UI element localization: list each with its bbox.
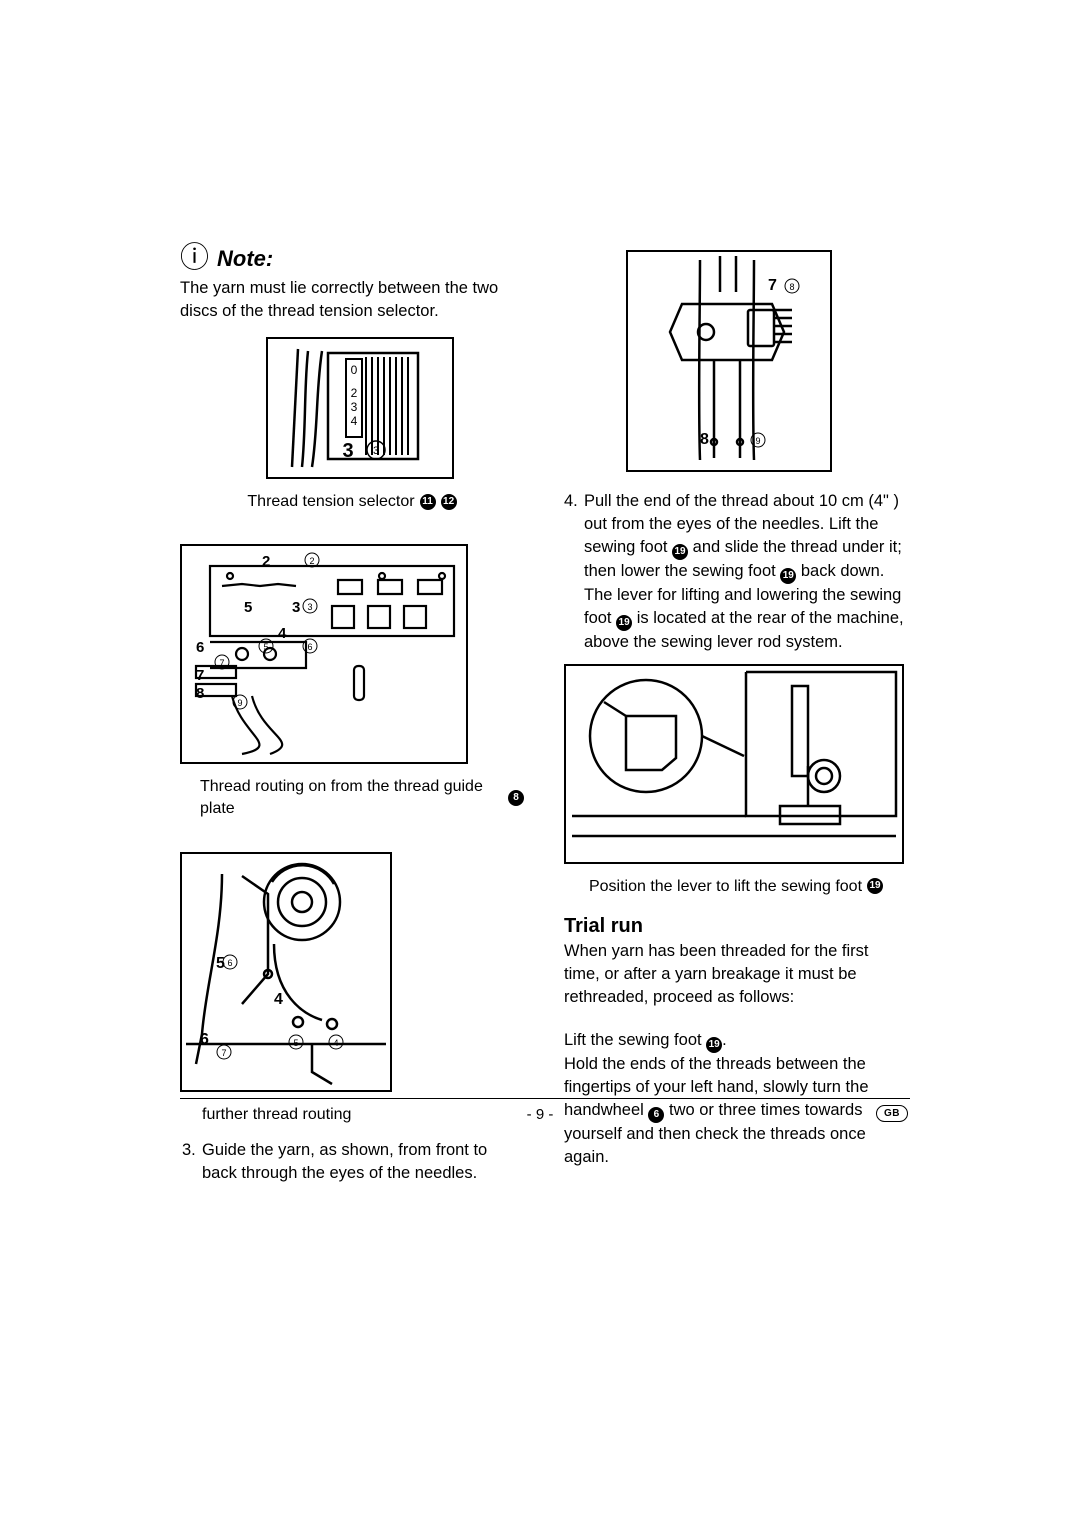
trial-run-para1: Lift the sewing foot 19. [564, 1029, 908, 1053]
step-3: 3. Guide the yarn, as shown, from front … [180, 1139, 524, 1185]
svg-text:7: 7 [221, 1048, 226, 1058]
svg-text:7: 7 [768, 277, 777, 294]
svg-text:8: 8 [789, 282, 794, 292]
note-header: ⓘ Note: [180, 244, 524, 273]
page-number: - 9 - [0, 1106, 1080, 1123]
step-3-number: 3. [182, 1139, 202, 1185]
svg-text:6: 6 [227, 958, 232, 968]
svg-text:9: 9 [755, 436, 760, 446]
svg-text:5: 5 [263, 642, 268, 652]
figure-needle-threading: 7 8 8 9 [626, 250, 832, 472]
svg-text:4: 4 [278, 625, 287, 642]
svg-text:5: 5 [244, 599, 252, 616]
ref-19e-icon: 19 [706, 1037, 722, 1053]
svg-text:2: 2 [262, 553, 270, 570]
content-columns: ⓘ Note: The yarn must lie correctly betw… [180, 244, 910, 1185]
figure-further-thread-routing: 5 4 6 6 5 4 7 [180, 852, 392, 1092]
trial-p1b: . [722, 1031, 727, 1049]
left-column: ⓘ Note: The yarn must lie correctly betw… [180, 244, 524, 1185]
language-badge: GB [876, 1105, 908, 1122]
trial-p1a: Lift the sewing foot [564, 1031, 706, 1049]
note-title: Note: [217, 246, 273, 272]
svg-text:5: 5 [293, 1038, 298, 1048]
svg-text:6: 6 [200, 1031, 209, 1048]
svg-text:6: 6 [196, 639, 204, 656]
svg-text:4: 4 [333, 1038, 338, 1048]
step-4-part4: is located at the rear of the machine, a… [584, 609, 904, 651]
svg-text:3: 3 [351, 400, 358, 414]
manual-page: ⓘ Note: The yarn must lie correctly betw… [0, 0, 1080, 1527]
ref-19c-icon: 19 [616, 615, 632, 631]
figure-sewing-foot-lever [564, 664, 904, 864]
step-3-text: Guide the yarn, as shown, from front to … [202, 1139, 524, 1185]
step-4-text: Pull the end of the thread about 10 cm (… [584, 490, 908, 654]
fig1-caption: Thread tension selector 11 12 [180, 491, 524, 513]
trial-run-title: Trial run [564, 915, 908, 938]
figure-thread-tension-selector: 0 2 3 4 3 3 [266, 337, 454, 479]
fig5-caption: Position the lever to lift the sewing fo… [564, 876, 908, 898]
ref-12-icon: 12 [441, 494, 457, 510]
svg-text:3: 3 [373, 445, 379, 457]
svg-text:2: 2 [309, 556, 314, 566]
fig1-caption-text: Thread tension selector [247, 491, 414, 513]
svg-text:9: 9 [237, 698, 242, 708]
ref-8-icon: 8 [508, 790, 524, 806]
svg-text:7: 7 [219, 658, 224, 668]
figure-thread-routing-plate: 2 5 3 4 6 7 8 2 3 5 6 7 9 [180, 544, 468, 764]
svg-text:6: 6 [307, 642, 312, 652]
step-4-number: 4. [564, 490, 584, 654]
ref-19b-icon: 19 [780, 568, 796, 584]
svg-text:8: 8 [700, 431, 709, 448]
footer-rule [180, 1098, 910, 1099]
svg-text:7: 7 [196, 667, 204, 684]
step-4: 4. Pull the end of the thread about 10 c… [564, 490, 908, 654]
svg-text:3: 3 [292, 599, 300, 616]
ref-11-icon: 11 [420, 494, 436, 510]
right-column: 7 8 8 9 4. Pull the end of the thread ab… [564, 244, 908, 1185]
svg-text:4: 4 [274, 991, 283, 1008]
svg-text:2: 2 [351, 386, 358, 400]
note-text: The yarn must lie correctly between the … [180, 277, 524, 323]
ref-19d-icon: 19 [867, 878, 883, 894]
svg-text:4: 4 [351, 414, 358, 428]
svg-text:8: 8 [196, 685, 204, 702]
fig2-caption-text: Thread routing on from the thread guide … [200, 776, 503, 819]
info-icon: ⓘ [180, 244, 209, 273]
trial-run-intro: When yarn has been threaded for the firs… [564, 940, 908, 1009]
svg-text:3: 3 [342, 440, 353, 462]
fig5-caption-text: Position the lever to lift the sewing fo… [589, 876, 862, 898]
svg-text:3: 3 [307, 602, 312, 612]
ref-19a-icon: 19 [672, 544, 688, 560]
fig2-caption: Thread routing on from the thread guide … [180, 776, 524, 819]
svg-text:0: 0 [351, 363, 358, 377]
